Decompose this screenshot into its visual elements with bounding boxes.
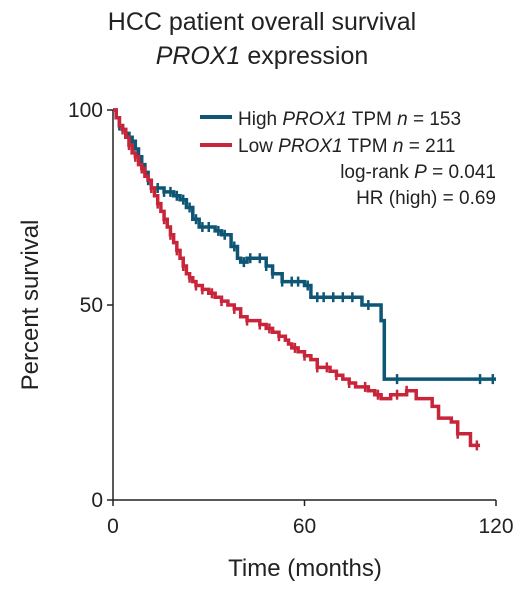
- y-axis-label: Percent survival: [17, 220, 44, 391]
- y-tick-label: 50: [80, 294, 103, 317]
- chart-title-line1: HCC patient overall survival: [108, 8, 416, 36]
- series-low: [113, 108, 481, 451]
- series-high: [113, 108, 496, 385]
- legend-label-low: Low PROX1 TPM n = 211: [238, 136, 455, 157]
- chart-title-line2: PROX1 expression: [156, 42, 369, 70]
- title-gene-italic: PROX1: [156, 42, 241, 70]
- x-tick-label: 120: [478, 515, 513, 538]
- y-tick-label: 100: [68, 99, 103, 122]
- hazard-ratio-annotation: HR (high) = 0.69: [356, 188, 496, 209]
- y-tick-label: 0: [91, 489, 103, 512]
- survival-curve: [113, 108, 481, 448]
- series-layer: [113, 108, 496, 451]
- x-tick-label: 0: [107, 515, 119, 538]
- legend: High PROX1 TPM n = 153 Low PROX1 TPM n =…: [200, 109, 496, 209]
- x-tick-label: 60: [293, 515, 316, 538]
- legend-label-high: High PROX1 TPM n = 153: [238, 109, 461, 130]
- axes: 0 50 100 0 60 120: [68, 99, 514, 538]
- title-line2-rest: expression: [240, 42, 368, 70]
- logrank-annotation: log-rank P = 0.041: [340, 162, 496, 183]
- x-axis-label: Time (months): [228, 555, 382, 582]
